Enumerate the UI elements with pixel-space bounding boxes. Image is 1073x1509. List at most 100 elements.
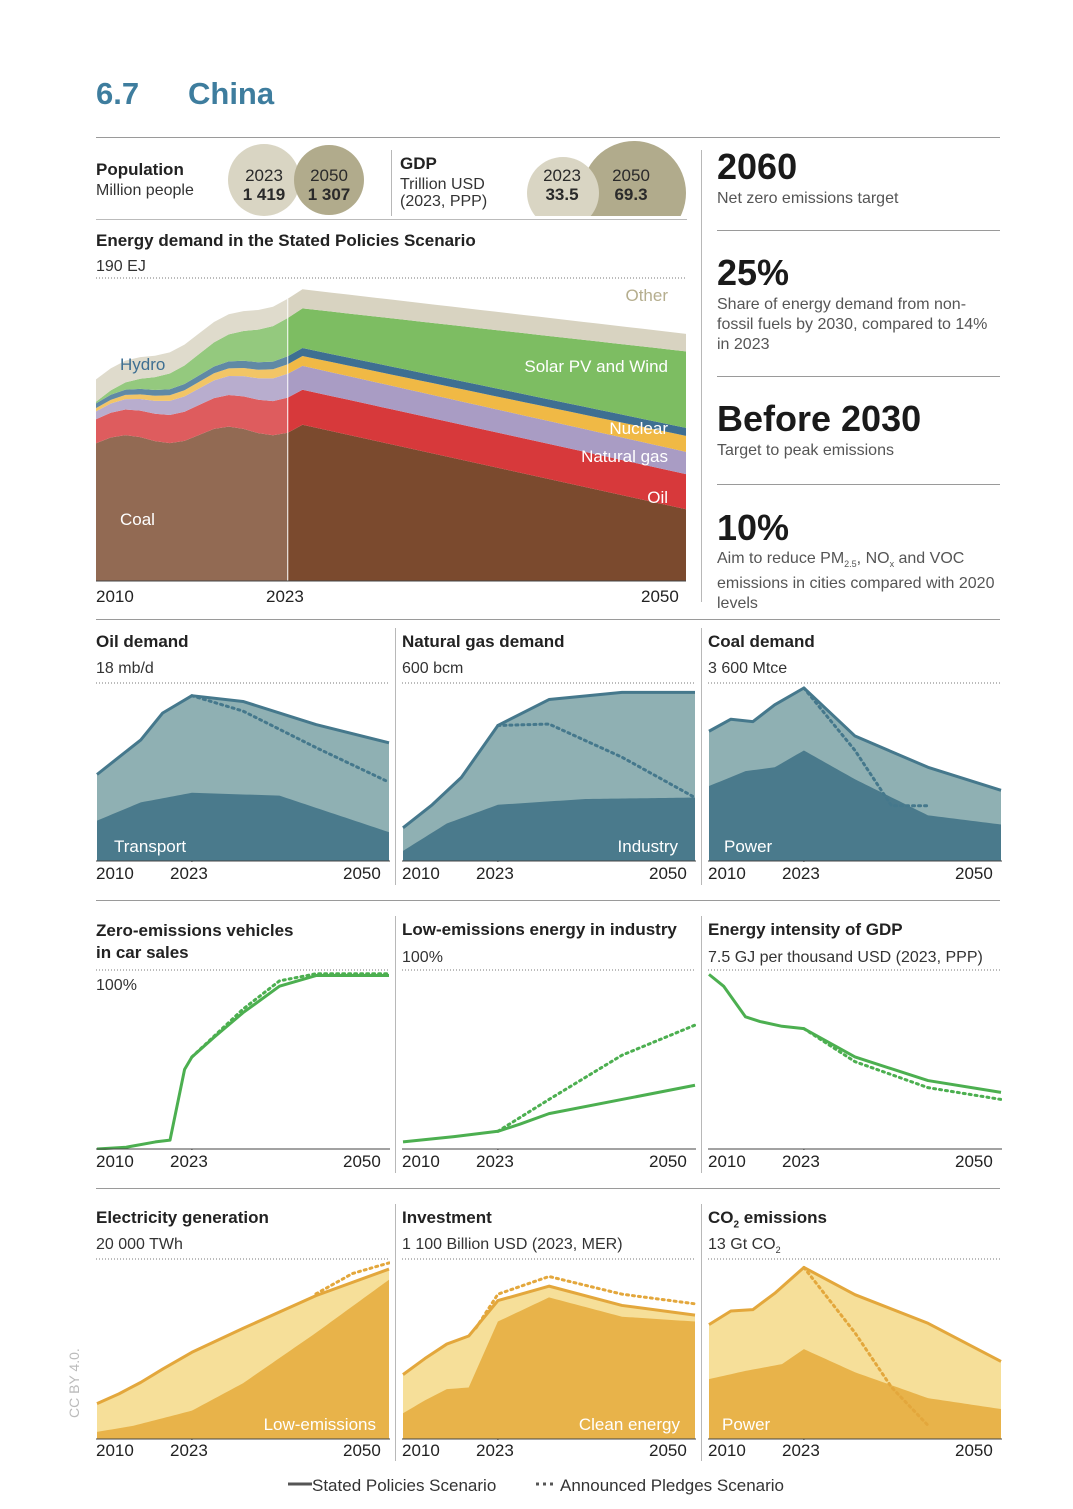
kpi-rule-2 [717, 376, 1000, 377]
inner-area-label: Power [724, 837, 773, 856]
coal-demand-chart: Power [708, 682, 1002, 862]
investment-chart: Clean energy [402, 1258, 696, 1440]
announced-pledges-line [802, 1027, 1002, 1101]
coal-title: Coal demand [708, 632, 815, 651]
divider [701, 916, 702, 1173]
energy-tick-2023: 2023 [266, 587, 304, 606]
divider [395, 916, 396, 1173]
stated-policies-line [96, 974, 389, 1150]
tick-2050: 2050 [649, 864, 687, 883]
tick-2050: 2050 [343, 1441, 381, 1460]
electricity-chart: Low-emissions [96, 1258, 390, 1440]
energy-chart-unit: 190 EJ [96, 258, 146, 275]
label-natural-gas: Natural gas [581, 447, 668, 466]
kpi-divider [701, 150, 702, 602]
stated-policies-line [402, 1083, 696, 1144]
tick-2050: 2050 [343, 864, 381, 883]
tick-2050: 2050 [955, 1152, 993, 1171]
label-solar-wind: Solar PV and Wind [524, 357, 668, 376]
gas-demand-chart: Industry [402, 682, 696, 862]
stated-policies-line [708, 1265, 1002, 1363]
inner-area-industry [403, 797, 695, 861]
kpi-value-3: Before 2030 [717, 398, 922, 439]
intensity-unit: 7.5 GJ per thousand USD (2023, PPP) [708, 949, 983, 966]
row-rule-1 [96, 619, 1000, 620]
tick-2023: 2023 [782, 1152, 820, 1171]
zev-chart [96, 969, 390, 1150]
tick-2023: 2023 [476, 1441, 514, 1460]
tick-2010: 2010 [708, 1152, 746, 1171]
divider [395, 628, 396, 885]
tick-2023: 2023 [170, 864, 208, 883]
elec-title: Electricity generation [96, 1208, 269, 1227]
announced-pledges-line [496, 722, 696, 800]
co2-title: CO2 emissions [708, 1208, 827, 1231]
intensity-title: Energy intensity of GDP [708, 920, 903, 939]
inner-area-low-emissions [97, 1279, 389, 1439]
historical-shade [96, 278, 288, 581]
tick-2010: 2010 [708, 864, 746, 883]
population-label: Population [96, 160, 184, 179]
stated-policies-line [96, 694, 390, 776]
legend-announced: Announced Pledges Scenario [560, 1476, 784, 1495]
oil-demand-chart: Transport [96, 682, 390, 862]
tick-2050: 2050 [343, 1152, 381, 1171]
label-other: Other [625, 286, 668, 305]
divider [701, 628, 702, 885]
inner-area-clean-energy [403, 1297, 695, 1439]
kpi-rule-1 [717, 230, 1000, 231]
stated-policies-line [708, 973, 1002, 1094]
announced-pledges-line [314, 1261, 390, 1296]
announced-pledges-line [802, 1265, 930, 1427]
inner-area-transport [97, 792, 389, 861]
label-coal: Coal [120, 510, 155, 529]
gdp-label: GDP [400, 154, 437, 173]
announced-pledges-line [802, 686, 930, 808]
intensity-chart [708, 969, 1002, 1150]
energy-area-other [96, 289, 686, 402]
energy-tick-2010: 2010 [96, 587, 134, 606]
tick-2050: 2050 [955, 864, 993, 883]
divider [395, 1204, 396, 1461]
label-oil: Oil [647, 488, 668, 507]
oil-unit: 18 mb/d [96, 660, 154, 677]
top-rule [96, 137, 1000, 138]
kpi-text-3: Target to peak emissions [717, 442, 894, 459]
tick-2023: 2023 [782, 864, 820, 883]
tick-2023: 2023 [476, 1152, 514, 1171]
energy-demand-chart: Other Hydro Solar PV and Wind Nuclear Natura… [96, 277, 686, 585]
inner-area-label: Clean energy [579, 1415, 681, 1434]
divider [701, 1204, 702, 1461]
kpi-value-2: 25% [717, 252, 790, 293]
population-bubble-2023 [228, 144, 300, 216]
lowind-chart [402, 969, 696, 1150]
kpi-text-2: Share of energy demand from non-fossil f… [717, 296, 988, 353]
tick-2010: 2010 [96, 1441, 134, 1460]
population-unit: Million people [96, 182, 194, 199]
label-hydro: Hydro [120, 355, 165, 374]
kpi-rule-3 [717, 484, 1000, 485]
section-title: China [188, 76, 275, 111]
zev-title: Zero-emissions vehicles in car sales [96, 921, 294, 962]
tick-2023: 2023 [170, 1152, 208, 1171]
legend-dotted-icon [536, 1482, 556, 1486]
energy-area-oil [96, 389, 686, 510]
row-rule-3 [96, 1188, 1000, 1189]
population-bubbles [228, 144, 364, 216]
stated-policies-line [96, 1267, 390, 1405]
coal-unit: 3 600 Mtce [708, 660, 788, 677]
elec-unit: 20 000 TWh [96, 1236, 183, 1253]
population-bubble-2050 [294, 145, 364, 215]
row-rule-2 [96, 900, 1000, 901]
label-nuclear: Nuclear [609, 419, 668, 438]
tick-2010: 2010 [402, 864, 440, 883]
invest-title: Investment [402, 1208, 492, 1227]
gdp-2050: 2050 69.3 [612, 166, 650, 204]
co2-unit: 13 Gt CO2 [708, 1236, 781, 1256]
tick-2010: 2010 [708, 1441, 746, 1460]
tick-2023: 2023 [476, 864, 514, 883]
stated-policies-line [708, 686, 1002, 792]
lowind-title: Low-emissions energy in industry [402, 920, 677, 939]
oil-title: Oil demand [96, 632, 189, 651]
co2-chart: Power [708, 1258, 1002, 1440]
